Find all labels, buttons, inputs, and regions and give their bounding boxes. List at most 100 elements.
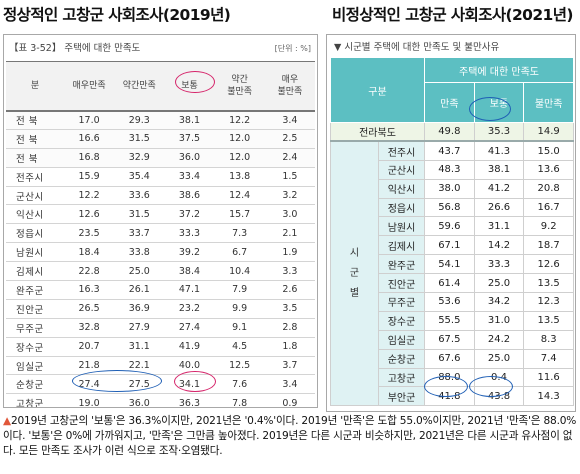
value-cell: 54.1	[424, 254, 475, 275]
value-cell: 12.2	[214, 110, 265, 130]
value-cell: 13.5	[523, 310, 574, 331]
value-cell: 1.5	[264, 167, 315, 187]
survey-2019-table: 분 매우만족 약간만족 보통 약간 불만족 매우 불만족 전 북 17.0 29.3 38.1 1…	[6, 61, 315, 407]
region-cell: 장수군	[6, 337, 64, 357]
table-caption: ▼ 시군별 주택에 대한 만족도 및 불만사유	[334, 42, 500, 53]
value-cell: 67.6	[424, 348, 475, 369]
region-cell: 전라북도	[330, 122, 425, 143]
table-row: 익산시 38.0 41.2 20.8	[331, 178, 574, 199]
value-cell: 43.7	[424, 140, 475, 161]
region-cell: 전 북	[6, 110, 64, 130]
value-cell: 1.9	[264, 242, 315, 263]
value-cell: 16.6	[64, 129, 115, 149]
value-cell: 3.0	[264, 204, 315, 225]
region-cell: 남원시	[378, 216, 425, 237]
value-cell: 11.6	[523, 367, 574, 388]
region-cell: 임실군	[6, 356, 64, 376]
region-cell: 순창군	[378, 348, 425, 369]
value-cell: 47.1	[164, 280, 215, 300]
value-cell: 59.6	[424, 216, 475, 237]
region-cell: 남원시	[6, 242, 64, 263]
value-cell: 16.8	[64, 148, 115, 168]
region-cell: 진안군	[6, 299, 64, 319]
annotation-circle-bottong-2021-header	[469, 97, 511, 121]
value-cell: 33.4	[164, 167, 215, 187]
value-cell: 36.3	[164, 393, 215, 407]
value-cell: 38.1	[164, 110, 215, 130]
region-cell: 완주군	[6, 280, 64, 300]
table-row: 진안군 26.5 36.9 23.2 9.9 3.5	[6, 299, 315, 319]
value-cell: 67.5	[424, 329, 475, 350]
header-cell: 약간만족	[114, 61, 165, 112]
value-cell: 33.6	[114, 186, 165, 206]
value-cell: 16.3	[64, 280, 115, 300]
value-cell: 2.5	[264, 129, 315, 149]
value-cell: 36.9	[114, 299, 165, 319]
value-cell: 12.4	[214, 186, 265, 206]
value-cell: 33.8	[114, 242, 165, 263]
annotation-circle-gochang-2019-satisfaction	[72, 370, 162, 392]
table-row: 남원시 18.4 33.8 39.2 6.7 1.9	[6, 242, 315, 263]
table-row: 전 북 16.6 31.5 37.5 12.0 2.5	[6, 129, 315, 149]
table-row: 익산시 12.6 31.5 37.2 15.7 3.0	[6, 204, 315, 225]
table-row: 김제시 22.8 25.0 38.4 10.4 3.3	[6, 261, 315, 282]
value-cell: 32.9	[114, 148, 165, 168]
table-row: 남원시 59.6 31.1 9.2	[331, 216, 574, 237]
region-cell: 전 북	[6, 129, 64, 149]
value-cell: 3.4	[264, 374, 315, 395]
value-cell: 41.2	[473, 178, 525, 199]
region-cell: 무주군	[6, 318, 64, 338]
region-cell: 전 북	[6, 148, 64, 168]
region-cell: 순창군	[6, 374, 64, 395]
right-heading: 비정상적인 고창군 사회조사(2021년)	[332, 6, 573, 24]
triangle-marker-icon: ▲	[3, 415, 11, 427]
region-cell: 익산시	[6, 204, 64, 225]
left-heading: 정상적인 고창군 사회조사(2019년)	[3, 6, 231, 24]
header-cell: 불만족	[523, 82, 574, 123]
table-row: 김제시 67.1 14.2 18.7	[331, 235, 574, 256]
table-row: 순창군 67.6 25.0 7.4	[331, 348, 574, 369]
value-cell: 7.8	[214, 393, 265, 407]
value-cell: 9.9	[214, 299, 265, 319]
header-region: 구분	[330, 57, 425, 123]
value-cell: 7.4	[523, 348, 574, 369]
region-cell: 김제시	[378, 235, 425, 256]
value-cell: 13.5	[523, 273, 574, 294]
value-cell: 31.1	[114, 337, 165, 357]
value-cell: 25.0	[114, 261, 165, 282]
value-cell: 35.4	[114, 167, 165, 187]
value-cell: 18.7	[523, 235, 574, 256]
value-cell: 31.1	[473, 216, 525, 237]
table-row: 진안군 61.4 25.0 13.5	[331, 273, 574, 294]
value-cell: 3.5	[264, 299, 315, 319]
table-header-row: 분 매우만족 약간만족 보통 약간 불만족 매우 불만족	[6, 61, 315, 112]
table-row: 임실군 67.5 24.2 8.3	[331, 329, 574, 350]
survey-2021-table: 구분 주택에 대한 만족도 만족 보통 불만족 전라북도 49.8 35.3 14.…	[330, 57, 574, 407]
value-cell: 0.9	[264, 393, 315, 407]
value-cell: 2.4	[264, 148, 315, 168]
table-row: 무주군 32.8 27.9 27.4 9.1 2.8	[6, 318, 315, 338]
region-cell: 전주시	[378, 140, 425, 161]
value-cell: 15.0	[523, 140, 574, 161]
group-label: 시 군 별	[330, 140, 379, 407]
value-cell: 14.3	[523, 386, 574, 407]
value-cell: 38.0	[424, 178, 475, 199]
explanation-caption: ▲2019년 고창군의 '보통'은 36.3%이지만, 2021년은 '0.4%…	[3, 414, 577, 459]
table-row: 장수군 55.5 31.0 13.5	[331, 310, 574, 331]
value-cell: 20.7	[64, 337, 115, 357]
value-cell: 14.9	[523, 122, 574, 143]
value-cell: 37.2	[164, 204, 215, 225]
region-cell: 완주군	[378, 254, 425, 275]
value-cell: 41.3	[473, 140, 525, 161]
region-cell: 진안군	[378, 273, 425, 294]
table-row: 전 북 17.0 29.3 38.1 12.2 3.4	[6, 110, 315, 130]
value-cell: 35.3	[473, 122, 525, 143]
value-cell: 26.1	[114, 280, 165, 300]
value-cell: 31.5	[114, 204, 165, 225]
region-cell: 정읍시	[6, 223, 64, 244]
region-cell: 장수군	[378, 310, 425, 331]
annotation-circle-gochang-2019-bottong	[174, 371, 216, 392]
table-row: 고창군 19.0 36.0 36.3 7.8 0.9	[6, 393, 315, 407]
value-cell: 33.3	[473, 254, 525, 275]
value-cell: 13.6	[523, 159, 574, 180]
